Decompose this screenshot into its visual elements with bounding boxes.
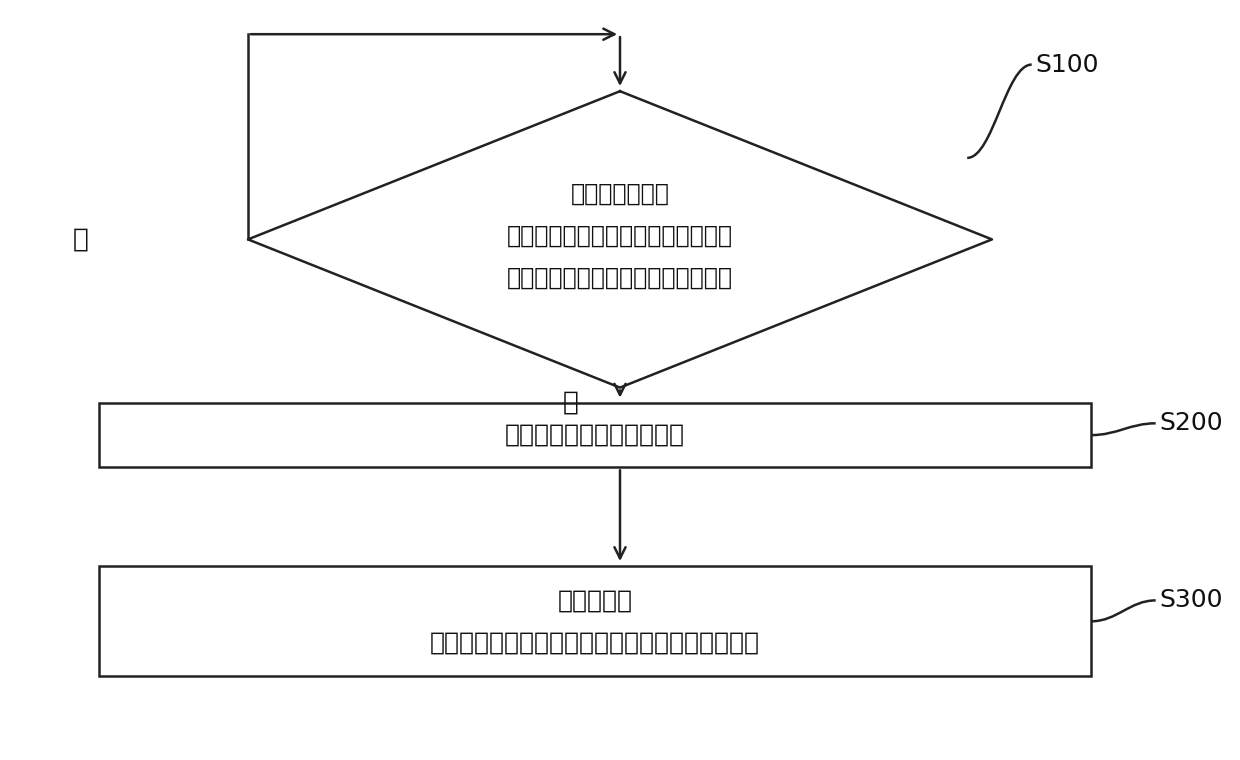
Bar (99, 403, 1091, 467)
Text: 是: 是 (563, 390, 578, 416)
Bar (99, 566, 1091, 676)
Text: 监听数据库中预设字段的值是否发生: 监听数据库中预设字段的值是否发生 (507, 265, 733, 290)
Text: 根据预设字段的值加载相应的芯片驱动程序，以切: 根据预设字段的值加载相应的芯片驱动程序，以切 (430, 630, 760, 654)
Text: 变化，其中，预设字段的值与芯片驱: 变化，其中，预设字段的值与芯片驱 (507, 223, 733, 248)
Polygon shape (248, 91, 992, 388)
Text: 动程序一一对应: 动程序一一对应 (570, 182, 670, 206)
Text: S200: S200 (1159, 411, 1223, 435)
Text: 换定位芯片: 换定位芯片 (558, 588, 632, 613)
Text: S300: S300 (1159, 588, 1223, 613)
Text: S100: S100 (1035, 52, 1099, 77)
Text: 获取变化后的预设字段的值: 获取变化后的预设字段的值 (505, 423, 686, 447)
Text: 否: 否 (73, 226, 88, 252)
